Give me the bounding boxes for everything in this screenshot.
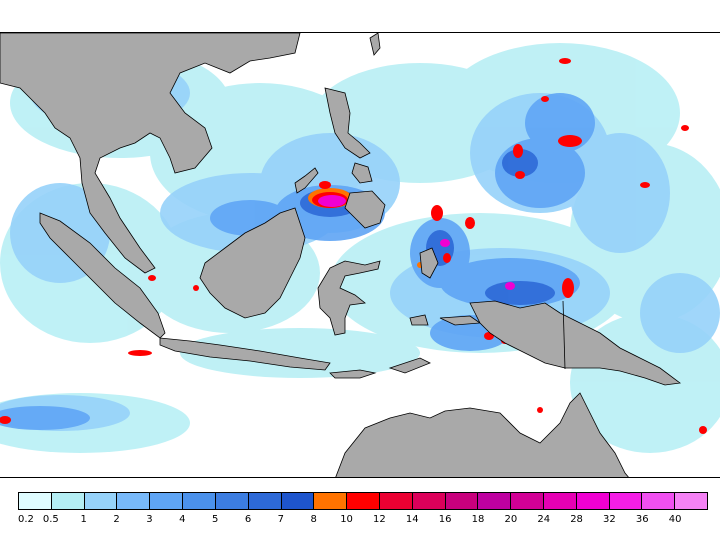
legend-tick-label: 8 (310, 514, 317, 525)
legend-swatch (183, 493, 216, 509)
legend-tick-label: 0.2 (18, 514, 34, 525)
legend-tick-label: 7 (277, 514, 285, 525)
legend-tick-label: 28 (570, 514, 583, 525)
legend-swatch (19, 493, 52, 509)
legend-tick-label: 12 (373, 514, 386, 525)
legend-tick-label: 40 (668, 514, 682, 525)
legend-tick-label: 18 (471, 514, 485, 525)
land-layer (0, 33, 682, 477)
legend-swatch (281, 493, 315, 509)
legend-swatch (412, 493, 446, 509)
legend-tick-label: 14 (405, 514, 419, 525)
precipitation-map (0, 32, 720, 478)
legend-swatch (642, 493, 676, 509)
legend-swatch (84, 493, 118, 509)
legend-tick-label: 10 (340, 514, 353, 525)
legend-tick-label: 36 (635, 514, 649, 525)
legend-tick-label: 32 (603, 514, 616, 525)
legend-tick-label: 4 (179, 514, 186, 525)
legend-tick-label: 6 (244, 514, 252, 525)
legend-tick-label: 0.5 (42, 514, 59, 525)
legend-color-bar (18, 492, 708, 510)
border-line (562, 300, 566, 370)
map-canvas (0, 33, 720, 477)
legend-tick-label: 24 (537, 514, 551, 525)
legend-tick-label: 1 (80, 514, 87, 525)
legend-labels: 0.2 0.5 1 2 3 4 5 6 7 8 10 12 14 16 18 20 24 28 32 36 40 (18, 514, 708, 528)
legend-swatch (117, 493, 151, 509)
legend-swatch (51, 493, 85, 509)
legend-swatch (445, 493, 479, 509)
legend-swatch (478, 493, 512, 509)
legend-tick-label: 20 (504, 514, 518, 525)
legend-tick-label: 3 (146, 514, 153, 525)
legend-swatch (609, 493, 643, 509)
legend-swatch (150, 493, 184, 509)
legend-swatch (675, 493, 708, 509)
legend-swatch (215, 493, 249, 509)
legend-tick-label: 2 (113, 514, 120, 525)
legend-swatch (576, 493, 610, 509)
legend-swatch (248, 493, 282, 509)
legend-tick-label: 5 (211, 514, 219, 525)
legend-swatch (544, 493, 577, 509)
legend-swatch (347, 493, 380, 509)
legend-tick-label: 16 (438, 514, 452, 525)
legend-swatch (511, 493, 544, 509)
color-legend: 0.2 0.5 1 2 3 4 5 6 7 8 10 12 14 16 18 20 24 28 32 36 40 (18, 492, 708, 532)
legend-swatch (379, 493, 413, 509)
legend-swatch (314, 493, 348, 509)
